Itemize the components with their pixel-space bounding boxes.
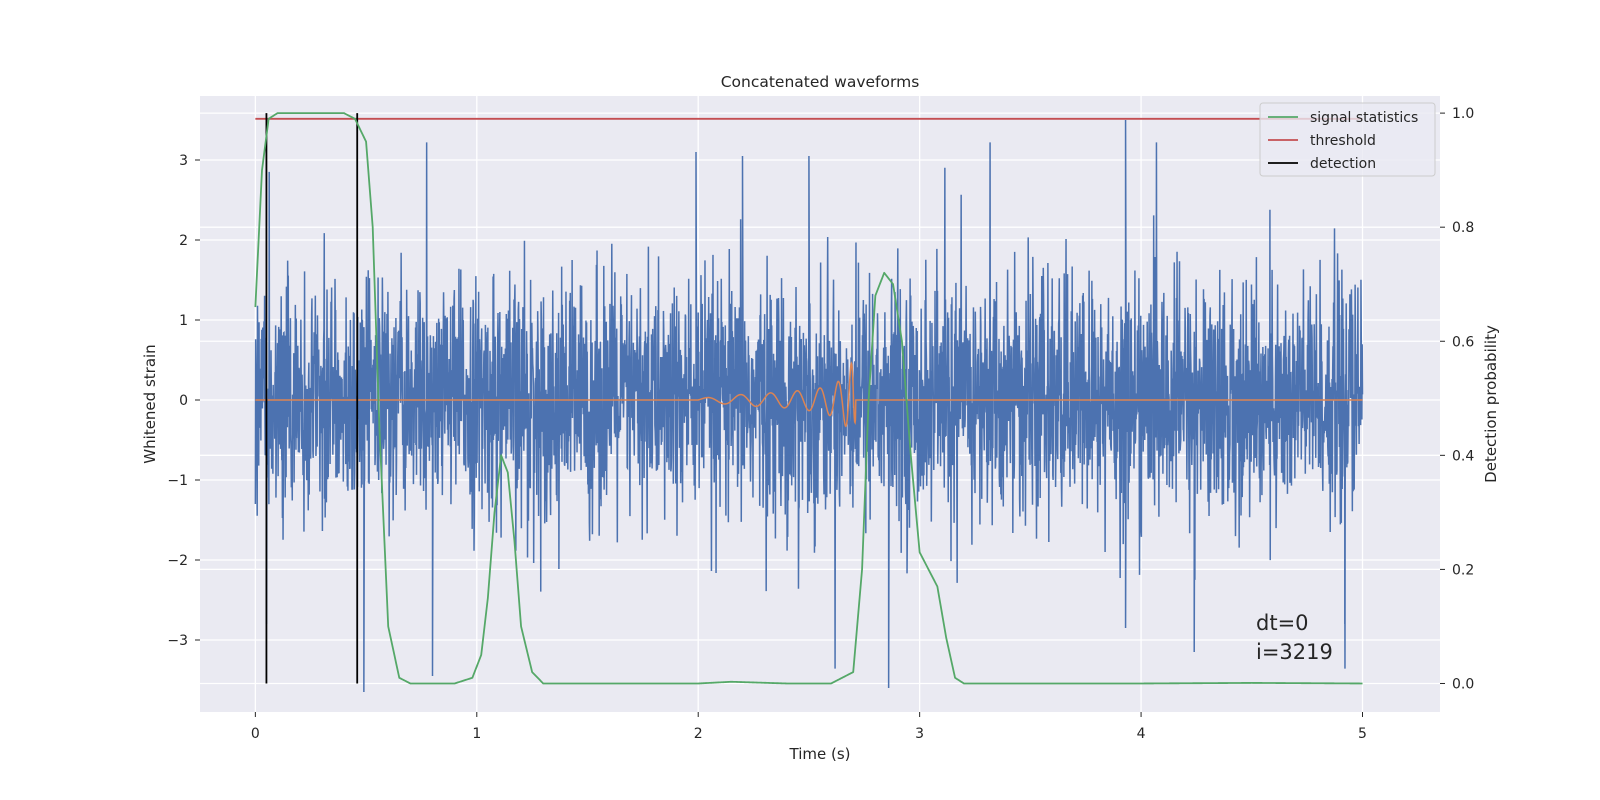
- data-layer: [254, 112, 1364, 693]
- ticks: 0 1 2 3 4 5 −3 −2 −1 0 1 2 3 0.0 0.2 0.4 0.6 0.8 1.0: [167, 106, 1474, 742]
- legend-label-detection: detection: [1310, 156, 1376, 172]
- y-tick-label-0: −3: [167, 633, 188, 649]
- legend-label-threshold: threshold: [1310, 133, 1376, 149]
- y-axis-label: Whitened strain: [141, 344, 159, 463]
- x-axis-label: Time (s): [789, 745, 851, 763]
- y2-tick-label-0: 0.0: [1452, 676, 1474, 692]
- y2-tick-label-3: 0.6: [1452, 334, 1474, 350]
- x-tick-label-4: 4: [1137, 726, 1146, 742]
- y-tick-label-2: −1: [167, 473, 188, 489]
- legend: signal statistics threshold detection: [1259, 102, 1436, 177]
- x-tick-label-0: 0: [251, 726, 260, 742]
- y-tick-label-3: 0: [179, 393, 188, 409]
- y2-tick-label-5: 1.0: [1452, 106, 1474, 122]
- y2-tick-label-1: 0.2: [1452, 562, 1474, 578]
- series-signal-statistics: [254, 112, 1363, 685]
- annotation-dt: dt=0: [1256, 611, 1309, 635]
- legend-label-signal-statistics: signal statistics: [1310, 110, 1418, 126]
- series-injected-chirp: [255, 361, 1363, 428]
- chart-title: Concatenated waveforms: [721, 73, 920, 91]
- y2-tick-label-4: 0.8: [1452, 220, 1474, 236]
- x-tick-label-5: 5: [1358, 726, 1367, 742]
- y-tick-label-5: 2: [179, 233, 188, 249]
- y-tick-label-6: 3: [179, 153, 188, 169]
- annotation-i: i=3219: [1256, 640, 1333, 664]
- y2-tick-label-2: 0.4: [1452, 448, 1474, 464]
- y-tick-label-1: −2: [167, 553, 188, 569]
- y-tick-label-4: 1: [179, 313, 188, 329]
- y2-axis-label: Detection probability: [1482, 325, 1500, 483]
- legend-box: [1259, 102, 1436, 177]
- x-tick-label-3: 3: [915, 726, 924, 742]
- x-tick-label-1: 1: [472, 726, 481, 742]
- x-tick-label-2: 2: [694, 726, 703, 742]
